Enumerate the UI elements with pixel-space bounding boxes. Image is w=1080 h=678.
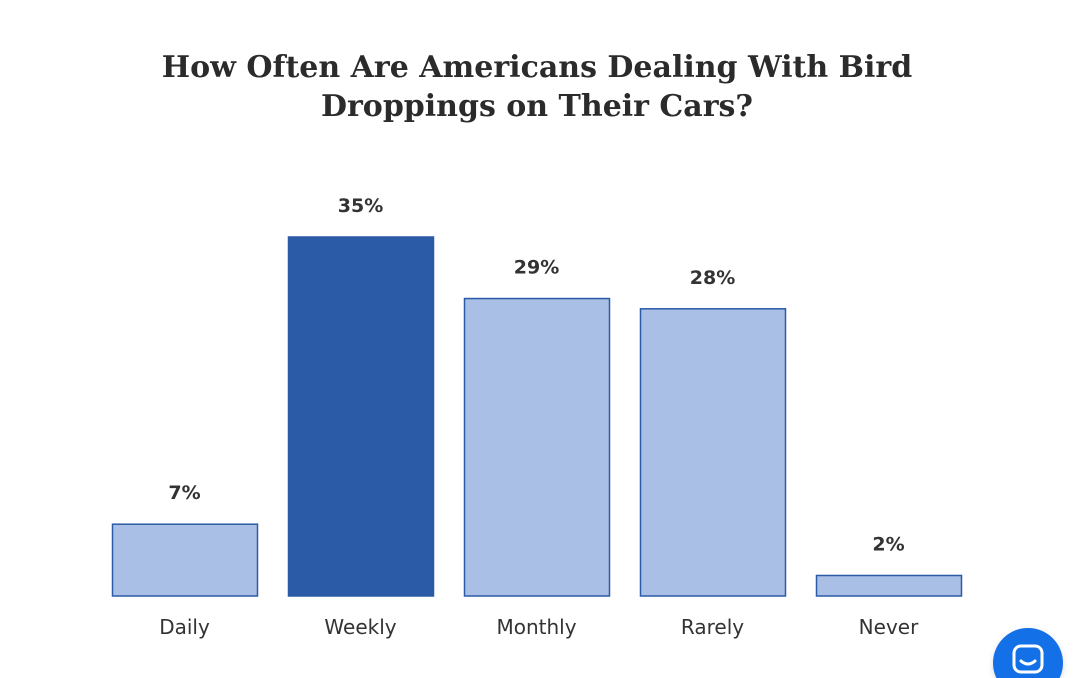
category-label-never: Never <box>859 615 919 639</box>
category-label-monthly: Monthly <box>496 615 576 639</box>
category-label-daily: Daily <box>159 615 210 639</box>
data-label-daily: 7% <box>168 482 200 504</box>
chart-title-line-2: Droppings on Their Cars? <box>320 89 754 124</box>
data-label-rarely: 28% <box>690 267 735 289</box>
bar-monthly <box>463 297 611 597</box>
bar-daily <box>111 523 259 597</box>
bar-never <box>815 574 963 597</box>
chart-title: How Often Are Americans Dealing With Bir… <box>0 48 1074 126</box>
data-label-never: 2% <box>872 533 904 555</box>
bar-weekly <box>287 236 435 597</box>
category-label-weekly: Weekly <box>324 615 396 639</box>
bar-rarely <box>639 308 787 597</box>
data-label-weekly: 35% <box>338 195 383 217</box>
chat-icon <box>1012 644 1044 674</box>
category-label-rarely: Rarely <box>681 615 744 639</box>
chat-launcher-button[interactable] <box>993 628 1063 678</box>
chart-title-line-1: How Often Are Americans Dealing With Bir… <box>161 50 913 85</box>
data-label-monthly: 29% <box>514 257 559 279</box>
